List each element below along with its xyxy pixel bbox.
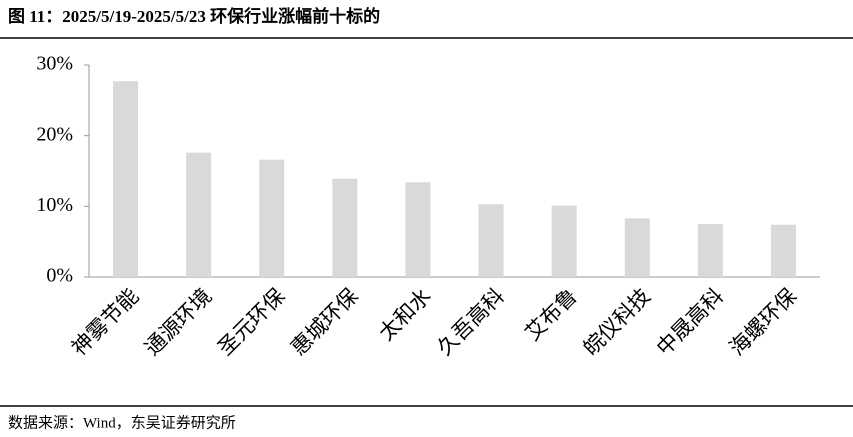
x-tick-label: 皖仪科技 [579,284,655,360]
x-tick-label: 中晟高科 [652,284,728,360]
bar [259,159,285,277]
x-tick-label: 海螺环保 [725,284,801,360]
bar [478,204,504,277]
x-tick-label: 久吾高科 [432,284,508,360]
bar [332,178,358,277]
bar [770,224,796,277]
bar [113,81,139,278]
x-tick-label: 艾布鲁 [520,284,582,346]
y-tick-label: 30% [36,53,73,75]
bar [697,224,723,277]
bar [405,182,431,277]
y-tick-label: 10% [36,194,73,216]
bar [186,152,212,277]
x-tick-label: 通源环境 [140,284,216,360]
y-tick-label: 0% [46,265,73,287]
y-tick-label: 20% [36,123,73,145]
x-tick-label: 圣元环保 [213,284,289,360]
bar [624,218,650,277]
chart-title: 图 11：2025/5/19-2025/5/23 环保行业涨幅前十标的 [8,6,380,26]
x-tick-label: 太和水 [374,284,436,346]
source: 数据来源：Wind，东吴证券研究所 [8,414,236,431]
x-tick-label: 神雾节能 [67,284,143,360]
bar [551,205,577,277]
x-tick-label: 惠城环保 [286,284,362,360]
